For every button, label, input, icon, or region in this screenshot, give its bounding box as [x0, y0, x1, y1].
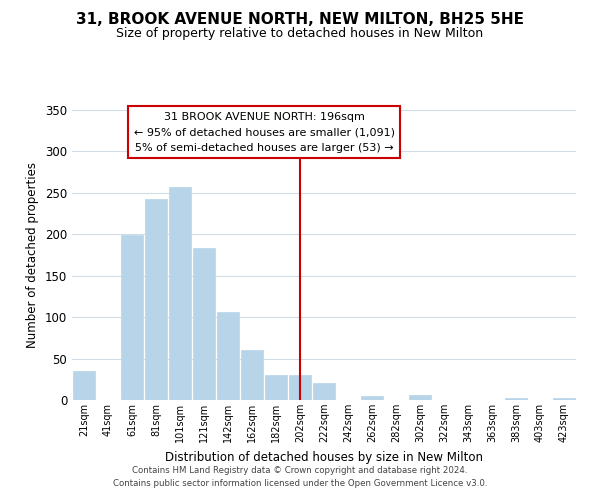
Bar	[265, 375, 287, 400]
Text: Contains HM Land Registry data © Crown copyright and database right 2024.
Contai: Contains HM Land Registry data © Crown c…	[113, 466, 487, 487]
Bar	[361, 396, 383, 400]
Bar	[553, 398, 575, 400]
Bar	[289, 375, 311, 400]
Bar	[193, 248, 215, 400]
Bar	[313, 382, 335, 400]
Bar	[217, 312, 239, 400]
Bar	[73, 371, 95, 400]
Text: Size of property relative to detached houses in New Milton: Size of property relative to detached ho…	[116, 28, 484, 40]
Bar	[121, 235, 143, 400]
Text: 31, BROOK AVENUE NORTH, NEW MILTON, BH25 5HE: 31, BROOK AVENUE NORTH, NEW MILTON, BH25…	[76, 12, 524, 28]
Text: Distribution of detached houses by size in New Milton: Distribution of detached houses by size …	[165, 451, 483, 464]
Text: 31 BROOK AVENUE NORTH: 196sqm
← 95% of detached houses are smaller (1,091)
5% of: 31 BROOK AVENUE NORTH: 196sqm ← 95% of d…	[133, 112, 395, 153]
Bar	[409, 395, 431, 400]
Y-axis label: Number of detached properties: Number of detached properties	[26, 162, 40, 348]
Bar	[145, 200, 167, 400]
Bar	[241, 350, 263, 400]
Bar	[505, 398, 527, 400]
Bar	[169, 187, 191, 400]
